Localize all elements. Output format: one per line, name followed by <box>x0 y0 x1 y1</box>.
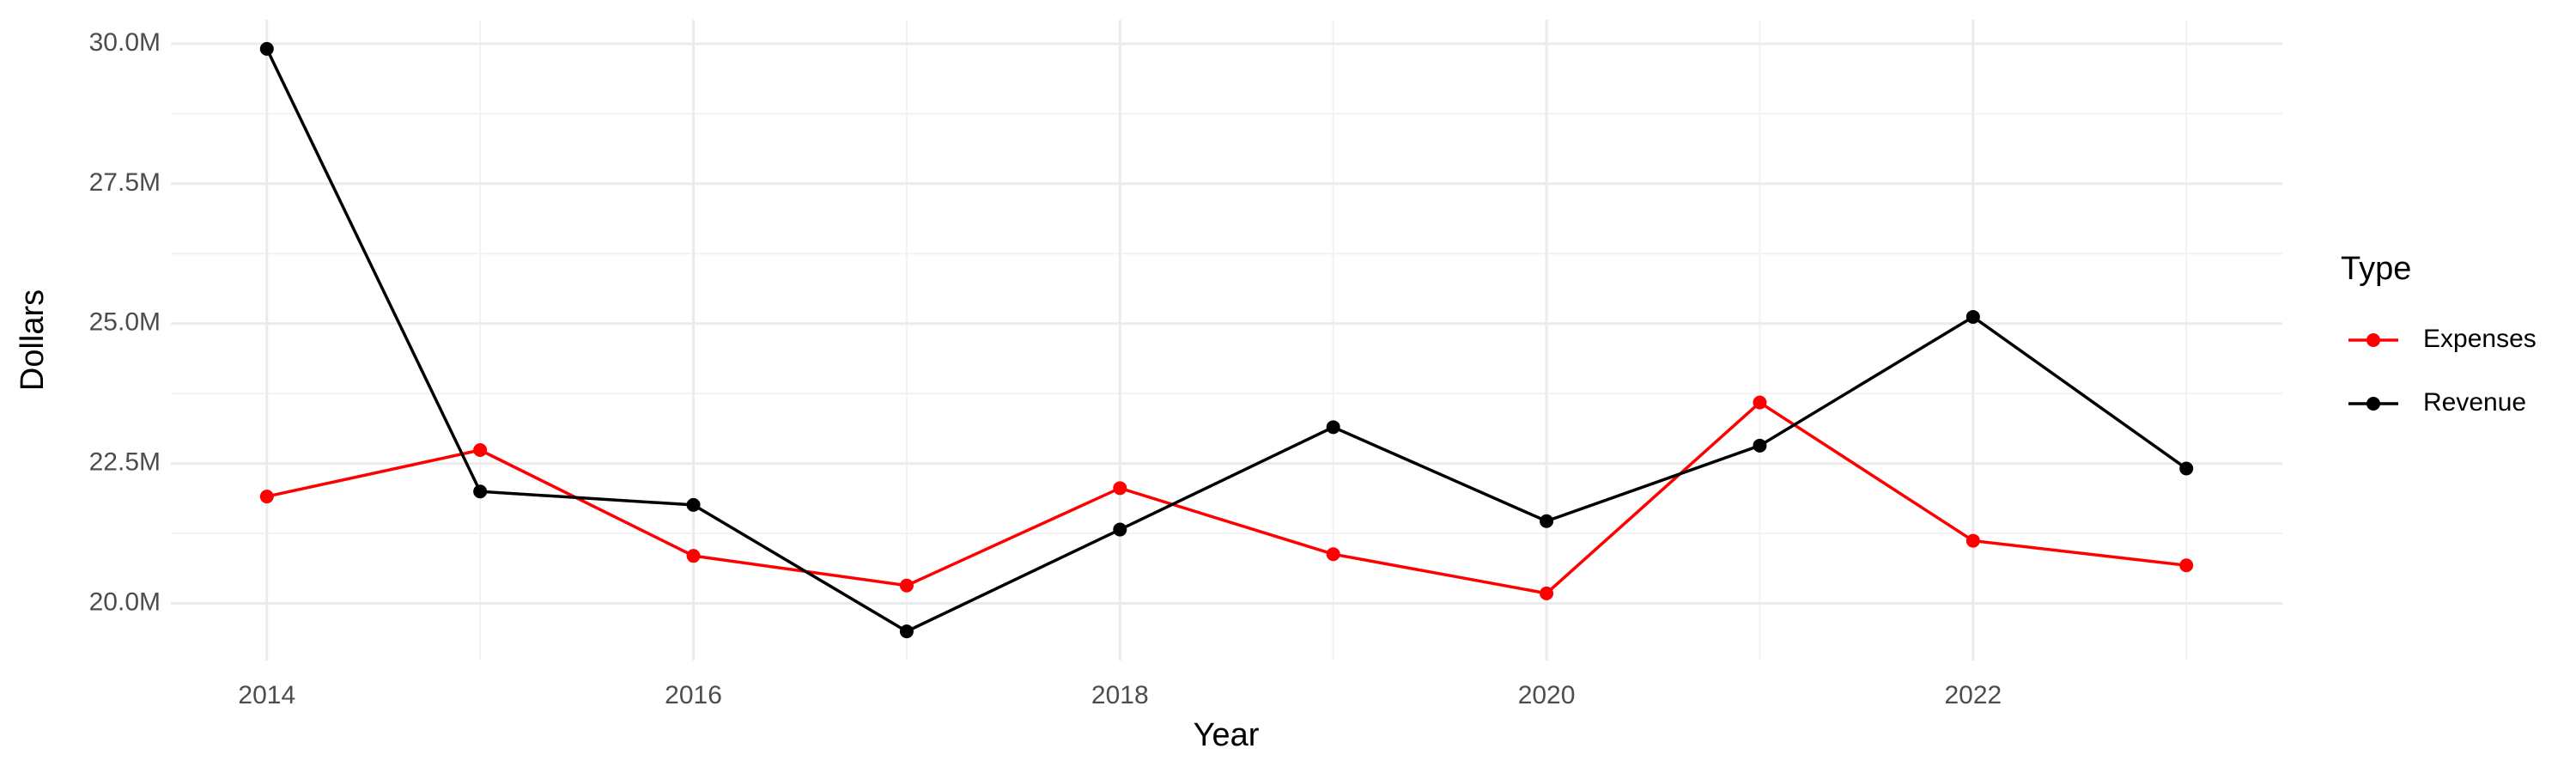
data-point <box>473 443 488 458</box>
x-axis-title: Year <box>1194 717 1260 753</box>
x-tick-label: 2020 <box>1518 681 1576 709</box>
y-tick-label: 25.0M <box>89 308 161 337</box>
grid <box>171 20 2282 660</box>
legend-label: Expenses <box>2423 325 2537 353</box>
data-point <box>686 497 701 512</box>
x-tick-label: 2014 <box>238 681 295 709</box>
x-tick-label: 2016 <box>665 681 722 709</box>
data-point <box>1540 586 1554 600</box>
legend-key-point <box>2366 333 2380 347</box>
data-point <box>1965 309 1980 324</box>
y-tick-label: 27.5M <box>89 168 161 197</box>
y-axis-title: Dollars <box>15 289 51 391</box>
data-point <box>2179 461 2194 476</box>
data-point <box>1540 514 1554 528</box>
y-tick-label: 20.0M <box>89 587 161 616</box>
data-point <box>1113 522 1127 537</box>
data-point <box>473 484 488 499</box>
data-point <box>1753 438 1767 453</box>
y-tick-label: 30.0M <box>89 28 161 57</box>
data-point <box>2179 558 2194 573</box>
legend-title: Type <box>2341 251 2411 287</box>
data-point <box>899 578 914 593</box>
x-tick-label: 2018 <box>1091 681 1149 709</box>
legend-label: Revenue <box>2423 388 2526 417</box>
series-line <box>265 48 2188 634</box>
data-point <box>1753 395 1767 410</box>
data-point <box>1326 547 1340 562</box>
data-point <box>1965 533 1980 548</box>
data-point <box>259 490 274 504</box>
x-tick-label: 2022 <box>1944 681 2002 709</box>
data-point <box>1326 420 1340 435</box>
y-tick-label: 22.5M <box>89 448 161 477</box>
data-point <box>899 624 914 639</box>
legend-key-point <box>2366 397 2380 411</box>
series-line <box>266 400 2187 595</box>
data-point <box>686 549 701 563</box>
data-point <box>259 41 274 56</box>
data-point <box>1113 481 1127 496</box>
